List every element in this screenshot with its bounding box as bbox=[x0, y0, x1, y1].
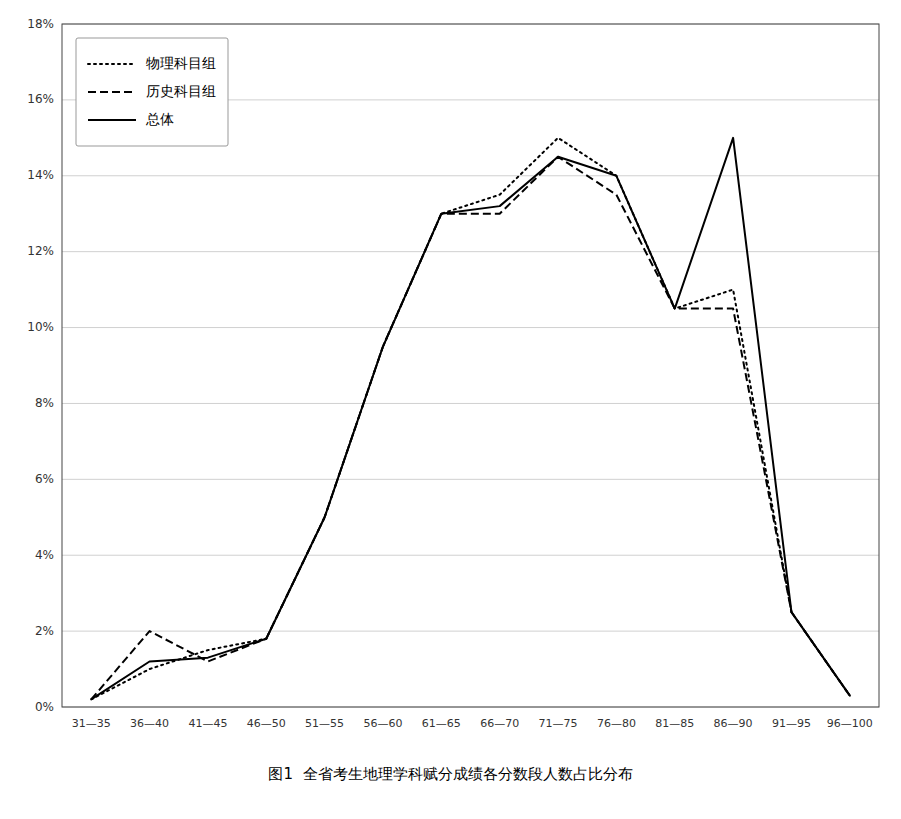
lines bbox=[91, 138, 850, 700]
x-tick-label: 61—65 bbox=[422, 717, 461, 730]
y-tick-label: 2% bbox=[35, 624, 54, 638]
y-tick-label: 0% bbox=[35, 700, 54, 714]
series-line bbox=[91, 138, 850, 700]
legend-label: 历史科目组 bbox=[146, 83, 216, 99]
y-axis: 0% 2% 4% 6% 8% 10% 12% 14% 16% 18% bbox=[27, 17, 879, 714]
y-tick-label: 18% bbox=[27, 17, 54, 31]
x-tick-label: 91—95 bbox=[772, 717, 811, 730]
plot-frame bbox=[62, 24, 879, 707]
x-tick-label: 76—80 bbox=[597, 717, 636, 730]
x-tick-label: 56—60 bbox=[363, 717, 402, 730]
x-tick-label: 41—45 bbox=[188, 717, 227, 730]
y-tick-label: 14% bbox=[27, 168, 54, 182]
x-tick-label: 31—35 bbox=[72, 717, 111, 730]
grid-line bbox=[62, 403, 879, 404]
series-line bbox=[91, 138, 850, 700]
legend-label: 物理科目组 bbox=[146, 55, 216, 71]
legend-swatch bbox=[88, 119, 136, 121]
y-tick-label: 10% bbox=[27, 320, 54, 334]
legend-swatch bbox=[88, 91, 136, 93]
grid-line bbox=[62, 555, 879, 556]
legend: 物理科目组历史科目组总体 bbox=[76, 38, 228, 146]
y-tick-label: 6% bbox=[35, 472, 54, 486]
x-tick-label: 36—40 bbox=[130, 717, 169, 730]
grid-line bbox=[62, 175, 879, 176]
y-tick-label: 8% bbox=[35, 396, 54, 410]
x-tick-label: 96—100 bbox=[827, 717, 873, 730]
y-tick-label: 16% bbox=[27, 92, 54, 106]
grid-line bbox=[62, 479, 879, 480]
y-tick-label: 12% bbox=[27, 244, 54, 258]
x-tick-label: 51—55 bbox=[305, 717, 344, 730]
x-axis: 31—35 36—40 41—45 46—50 51—55 56—60 61—65 66—70… bbox=[72, 717, 873, 730]
background bbox=[0, 0, 901, 819]
series-line bbox=[91, 157, 850, 700]
grid-line bbox=[62, 631, 879, 632]
chart: 0% 2% 4% 6% 8% 10% 12% 14% 16% 18% 31—35 36—40 41—45… bbox=[0, 0, 901, 819]
legend-label: 总体 bbox=[145, 111, 174, 127]
legend-box bbox=[76, 38, 228, 146]
grid-line bbox=[62, 251, 879, 252]
x-tick-label: 86—90 bbox=[714, 717, 753, 730]
legend-swatch bbox=[88, 63, 136, 65]
x-tick-label: 66—70 bbox=[480, 717, 519, 730]
x-tick-label: 81—85 bbox=[655, 717, 694, 730]
x-tick-label: 46—50 bbox=[247, 717, 286, 730]
title: 图1 全省考生地理学科赋分成绩各分数段人数占比分布 bbox=[268, 765, 632, 783]
x-tick-label: 71—75 bbox=[539, 717, 578, 730]
y-tick-label: 4% bbox=[35, 548, 54, 562]
